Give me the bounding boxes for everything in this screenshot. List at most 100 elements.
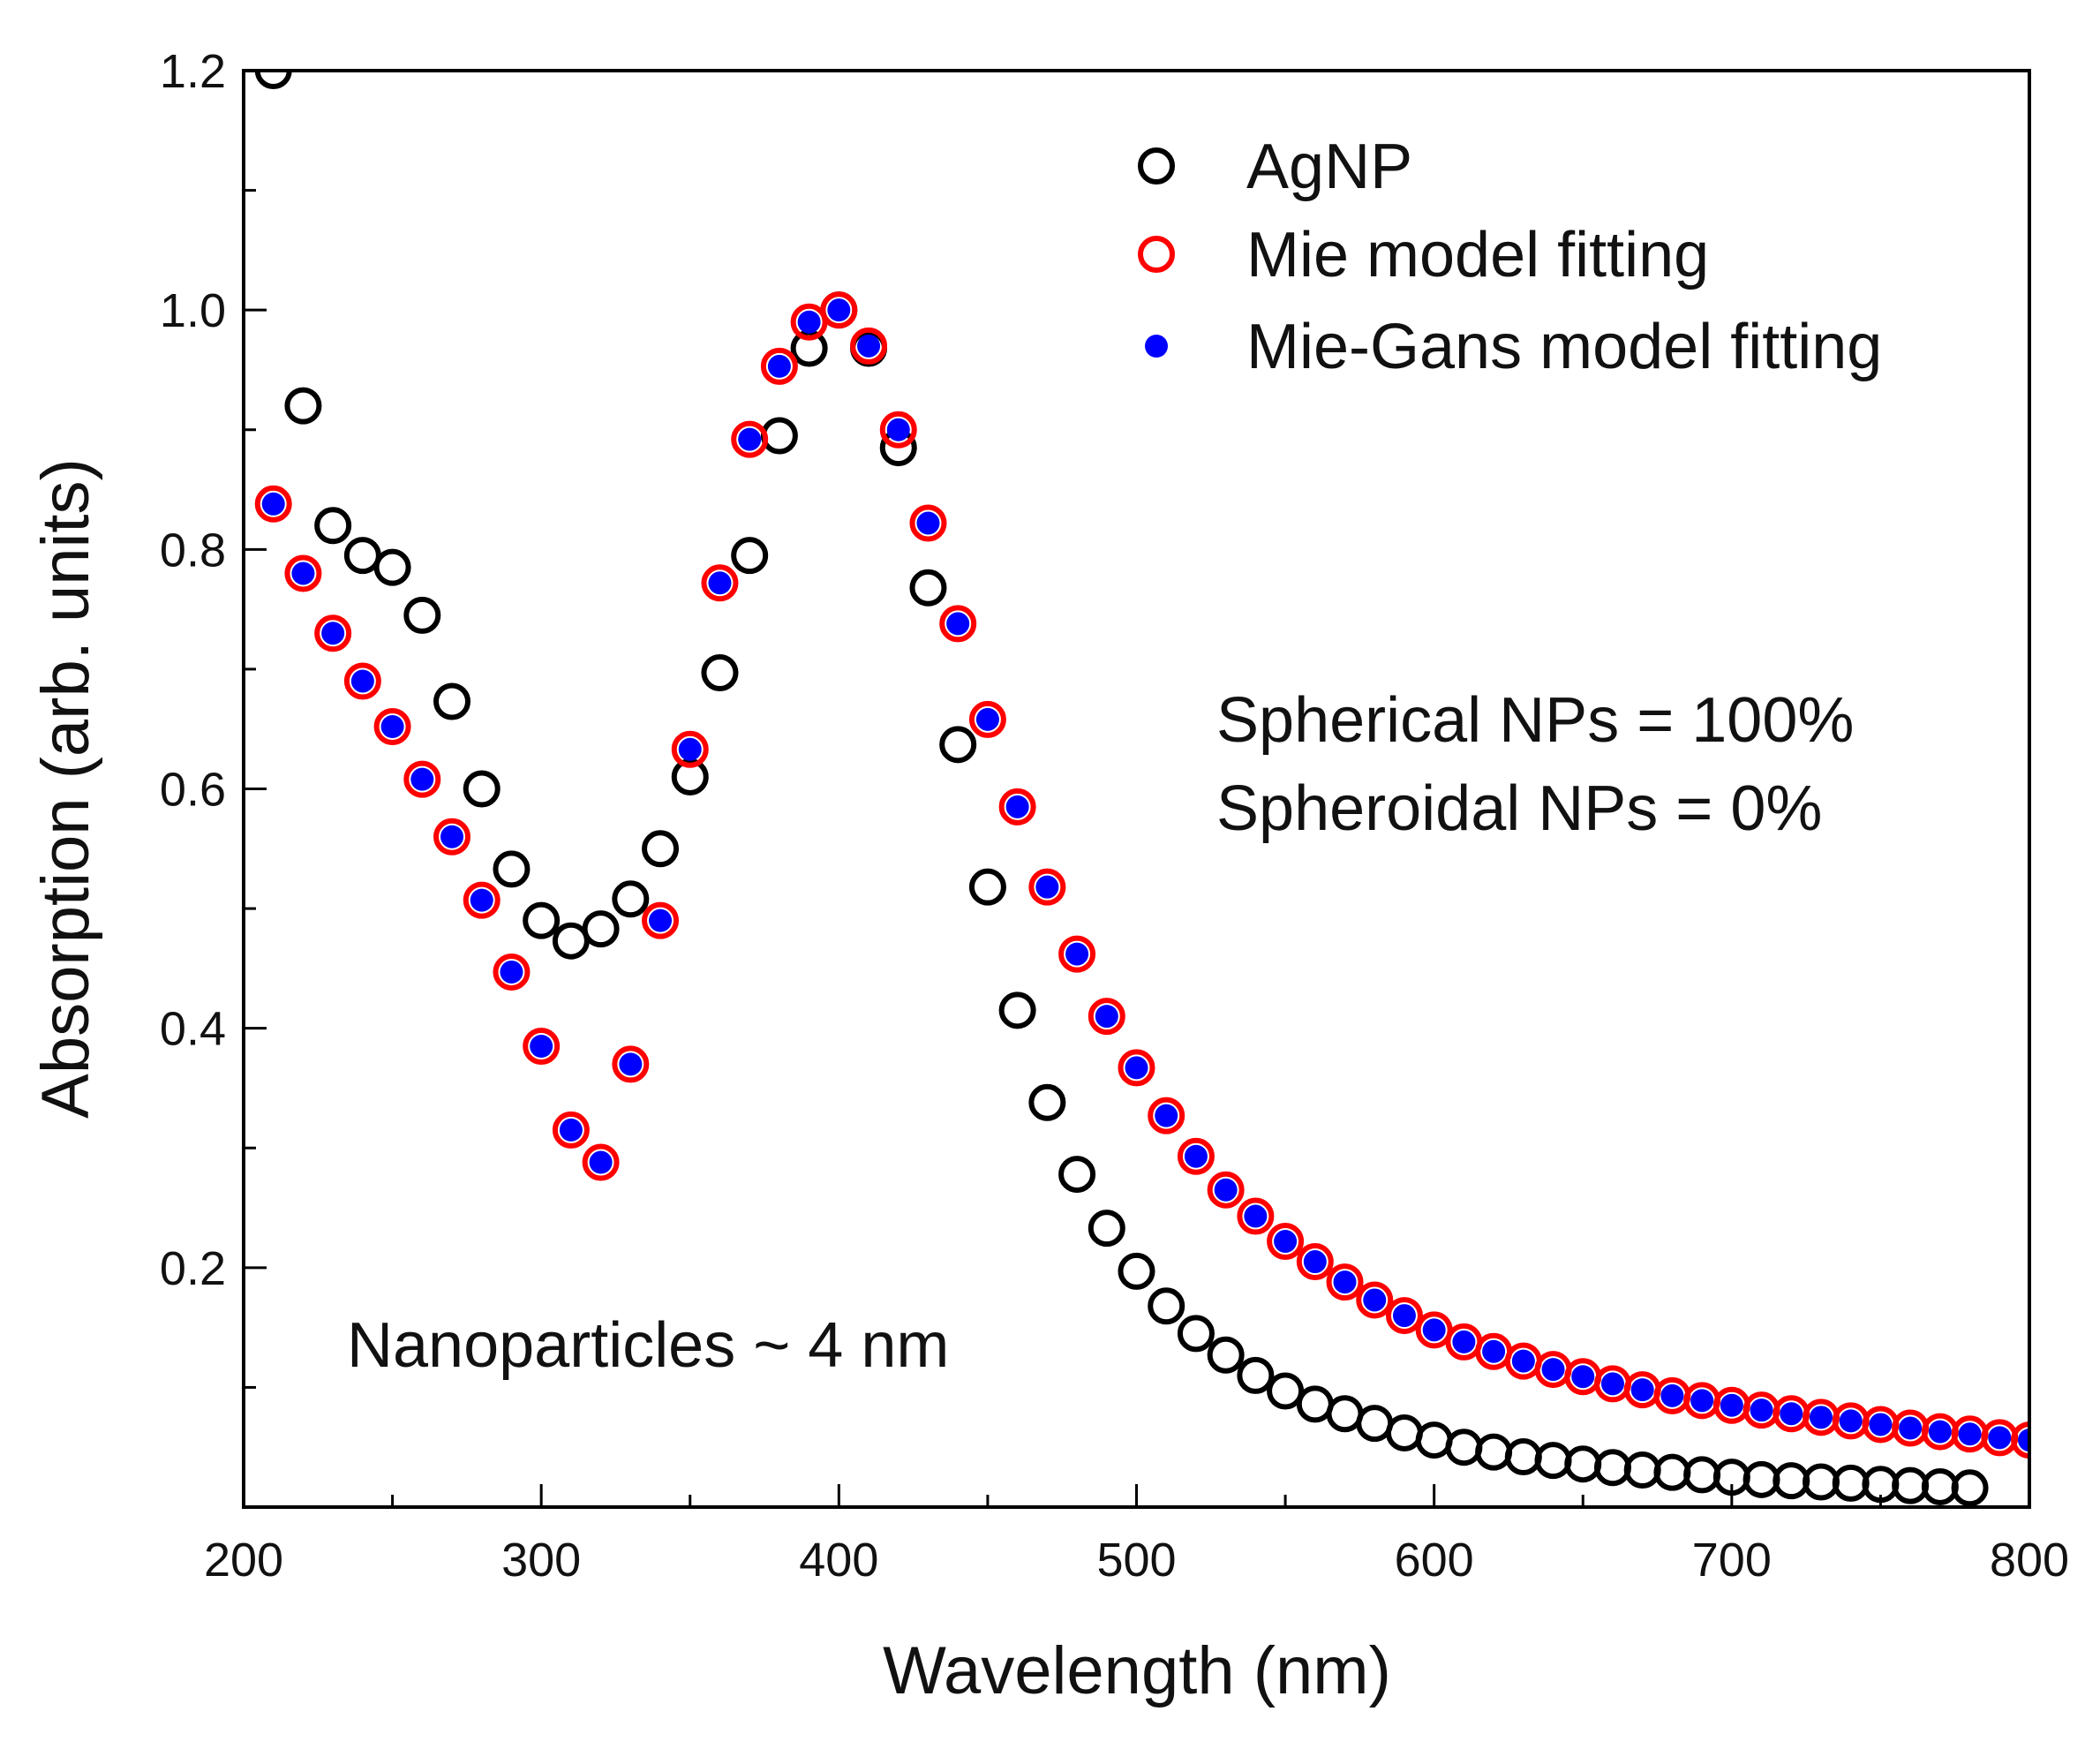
mie-gans-point <box>470 888 493 912</box>
series-agnp <box>254 71 1989 1507</box>
mie-gans-point <box>975 707 999 731</box>
agnp-point <box>671 758 709 795</box>
mie-gans-point <box>1482 1339 1506 1363</box>
agnp-point <box>1832 1464 1870 1502</box>
agnp-point <box>1148 1287 1185 1325</box>
mie-gans-point <box>827 298 851 322</box>
agnp-point <box>1892 1466 1930 1504</box>
agnp-point <box>1445 1429 1483 1466</box>
agnp-point <box>1475 1433 1513 1471</box>
mie-gans-point <box>321 622 345 645</box>
legend-label-mie-gans: Mie-Gans model fitting <box>1246 312 1882 382</box>
legend-label-mie: Mie model fitting <box>1246 220 1709 290</box>
agnp-point <box>1088 1210 1125 1248</box>
agnp-point <box>1504 1438 1542 1476</box>
agnp-point <box>582 910 620 948</box>
mie-point <box>493 953 531 991</box>
plot-frame <box>242 69 2031 1509</box>
mie-gans-point <box>350 669 374 693</box>
agnp-point <box>1415 1421 1453 1459</box>
annotation-spheroidal: Spheroidal NPs = 0% <box>1216 773 1822 844</box>
mie-gans-point <box>1600 1372 1624 1396</box>
annotation-spherical: Spherical NPs = 100% <box>1216 685 1854 756</box>
y-tick-label: 0.6 <box>160 764 226 817</box>
mie-point <box>254 485 292 523</box>
mie-point <box>373 707 411 745</box>
mie-gans-point <box>767 354 791 378</box>
mie-point <box>642 901 680 939</box>
mie-gans-point <box>500 960 523 984</box>
agnp-point <box>760 417 798 455</box>
agnp-point <box>731 537 769 575</box>
agnp-point <box>642 830 680 868</box>
mie-gans-point <box>1005 795 1029 818</box>
mie-point <box>523 1028 561 1066</box>
mie-point <box>1207 1171 1245 1209</box>
mie-gans-point <box>1511 1349 1535 1373</box>
mie-point <box>1177 1137 1215 1175</box>
agnp-point <box>254 71 292 89</box>
mie-gans-point <box>1958 1422 1982 1446</box>
y-axis-title: Absorption (arb. units) <box>28 458 103 1119</box>
y-tick-label: 0.8 <box>160 524 226 577</box>
mie-point <box>1356 1281 1394 1319</box>
mie-gans-point <box>1244 1204 1268 1228</box>
y-tick-label: 0.2 <box>160 1242 226 1295</box>
agnp-point <box>433 682 471 720</box>
mie-point <box>582 1143 620 1181</box>
agnp-point <box>493 850 531 888</box>
mie-point <box>1296 1243 1334 1281</box>
agnp-point <box>998 991 1036 1029</box>
mie-gans-point <box>1422 1318 1446 1342</box>
x-tick-label: 200 <box>204 1534 283 1587</box>
mie-gans-point <box>1125 1056 1148 1080</box>
agnp-point <box>939 726 977 764</box>
agnp-point <box>1653 1453 1691 1491</box>
agnp-point <box>1534 1442 1572 1480</box>
agnp-point <box>1742 1460 1780 1498</box>
x-tick-label: 600 <box>1395 1534 1474 1587</box>
mie-gans-point <box>1720 1393 1743 1417</box>
legend-marker-agnp <box>1138 147 1175 185</box>
mie-gans-point <box>1095 1005 1118 1029</box>
series-mie <box>254 291 2029 1459</box>
mie-gans-point <box>886 418 910 441</box>
annotation-size: Nanoparticles ~ 4 nm <box>347 1310 949 1381</box>
x-tick-label: 800 <box>1990 1534 2069 1587</box>
mie-gans-point <box>380 714 404 738</box>
mie-gans-point <box>1274 1230 1298 1254</box>
mie-point <box>1148 1097 1185 1135</box>
agnp-point <box>1921 1467 1959 1505</box>
mie-gans-point <box>649 908 673 932</box>
x-tick-label: 700 <box>1692 1534 1772 1587</box>
agnp-point <box>314 507 352 545</box>
mie-gans-point <box>678 737 702 761</box>
agnp-point <box>552 922 590 960</box>
agnp-point <box>373 548 411 586</box>
agnp-point <box>403 596 441 634</box>
mie-point <box>671 730 709 768</box>
mie-gans-point <box>1363 1288 1387 1312</box>
mie-gans-point <box>946 612 970 636</box>
agnp-point <box>1058 1156 1096 1194</box>
mie-point <box>552 1111 590 1149</box>
agnp-point <box>1326 1395 1364 1433</box>
mie-gans-point <box>1184 1144 1208 1168</box>
mie-gans-point <box>1809 1406 1833 1429</box>
mie-gans-point <box>1928 1420 1952 1444</box>
mie-point <box>998 788 1036 825</box>
y-tick-label: 1.0 <box>160 284 226 337</box>
agnp-point <box>1385 1414 1423 1451</box>
mie-point <box>433 818 471 856</box>
mie-gans-point <box>1750 1398 1773 1422</box>
agnp-point <box>1267 1372 1305 1410</box>
mie-gans-point <box>797 310 821 334</box>
data-points <box>254 71 2029 1507</box>
mie-gans-point <box>559 1118 583 1142</box>
mie-gans-point <box>619 1052 643 1076</box>
agnp-point <box>1028 1083 1066 1121</box>
mie-point <box>909 504 947 542</box>
mie-point <box>1385 1297 1423 1335</box>
y-tick-label: 1.2 <box>160 45 226 98</box>
